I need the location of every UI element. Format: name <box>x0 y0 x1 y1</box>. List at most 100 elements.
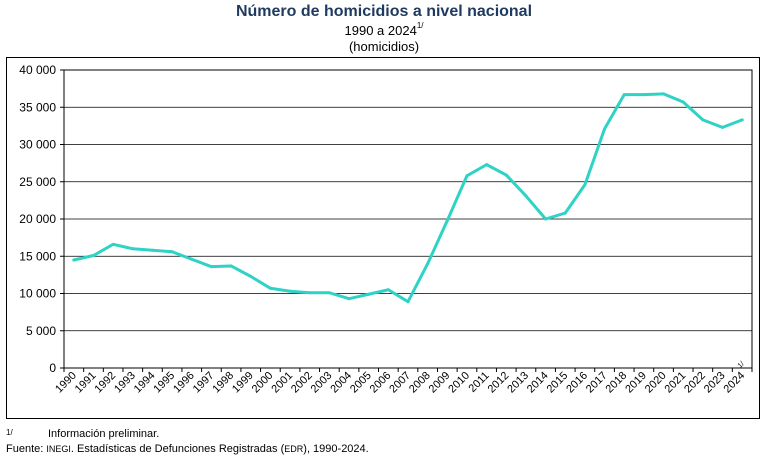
data-point <box>740 118 744 122</box>
x-tick-label: 2017 <box>584 370 610 396</box>
x-tick-label: 2020 <box>643 370 669 396</box>
footnote-text: Información preliminar. <box>48 428 160 440</box>
data-point <box>209 265 213 269</box>
data-point <box>642 93 646 97</box>
x-tick-label: 2010 <box>446 370 472 396</box>
x-tick-label: 2016 <box>564 370 590 396</box>
data-point <box>701 118 705 122</box>
footnote-marker: 1/ <box>6 428 13 437</box>
subtitle-text: 1990 a 2024 <box>344 23 417 38</box>
data-point <box>327 291 331 295</box>
x-tick-label: 1993 <box>112 370 138 396</box>
y-axis-ticks: 0 5 000 10 000 15 000 20 000 25 000 30 000 35 0… <box>19 63 64 375</box>
x-tick-label: 2002 <box>289 370 315 396</box>
data-point <box>229 264 233 268</box>
data-point <box>347 297 351 301</box>
source-mid: . Estadísticas de Defunciones Registrada… <box>70 443 285 455</box>
data-point <box>465 174 469 178</box>
chart-frame <box>6 57 760 419</box>
x-tick-label: 1990 <box>53 370 79 396</box>
x-tick-label: 2012 <box>486 370 512 396</box>
chart-unit: (homicidios) <box>348 39 420 54</box>
x-tick-label: 2009 <box>427 370 453 396</box>
y-tick-label: 30 000 <box>19 138 56 152</box>
data-point <box>190 257 194 261</box>
x-tick-label: 2008 <box>407 370 433 396</box>
plot-area <box>63 69 753 369</box>
x-tick-label: 1995 <box>151 370 177 396</box>
x-tick-label: 2013 <box>505 370 531 396</box>
x-tick-label: 2007 <box>387 370 413 396</box>
footnote: 1/Información preliminar. <box>6 428 159 440</box>
x-tick-label: 2003 <box>309 370 335 396</box>
subtitle-footnote-marker: 1/ <box>416 21 424 30</box>
data-point <box>583 183 587 187</box>
y-tick-label: 0 <box>49 361 56 375</box>
x-tick-label: 2014 <box>525 370 551 396</box>
x-tick-label: 2015 <box>545 370 571 396</box>
data-point <box>72 258 76 262</box>
data-point <box>445 218 449 222</box>
x-tick-label: 1997 <box>191 370 217 396</box>
data-point <box>308 291 312 295</box>
x-tick-label: 2018 <box>604 370 630 396</box>
x-tick-footnote-marker: 1/ <box>737 361 746 370</box>
data-point <box>111 242 115 246</box>
data-point <box>681 100 685 104</box>
data-point <box>288 289 292 293</box>
x-tick-label: 2004 <box>328 370 354 396</box>
x-tick-label: 1999 <box>230 370 256 396</box>
y-tick-label: 5 000 <box>26 324 56 338</box>
y-tick-label: 20 000 <box>19 212 56 226</box>
data-point <box>170 250 174 254</box>
chart-title: Número de homicidios a nivel nacional <box>235 3 533 20</box>
data-point <box>268 286 272 290</box>
x-tick-label: 1998 <box>210 370 236 396</box>
source-end: ), 1990-2024. <box>303 443 369 455</box>
y-tick-label: 15 000 <box>19 249 56 263</box>
x-tick-label: 1996 <box>171 370 197 396</box>
data-point <box>721 125 725 129</box>
y-tick-label: 40 000 <box>19 63 56 77</box>
y-tick-label: 35 000 <box>19 100 56 114</box>
x-tick-label: 2021 <box>663 370 689 396</box>
data-point <box>386 288 390 292</box>
data-point <box>131 247 135 251</box>
source-abbr: EDR <box>284 444 304 454</box>
data-point <box>504 173 508 177</box>
x-tick-label: 1991 <box>73 370 99 396</box>
x-tick-label: 2024 <box>721 370 747 396</box>
y-tick-label: 25 000 <box>19 175 56 189</box>
y-tick-label: 10 000 <box>19 287 56 301</box>
data-point <box>249 274 253 278</box>
x-tick-label: 2019 <box>623 370 649 396</box>
source-note: Fuente: INEGI. Estadísticas de Defuncion… <box>6 443 369 455</box>
series-layer <box>72 92 744 304</box>
data-point <box>622 93 626 97</box>
data-point <box>367 292 371 296</box>
x-tick-label: 2022 <box>682 370 708 396</box>
data-point <box>544 217 548 221</box>
line-chart: 0 5 000 10 000 15 000 20 000 25 000 30 000 35 0… <box>19 63 753 396</box>
data-point <box>485 163 489 167</box>
data-point <box>91 254 95 258</box>
data-point <box>406 300 410 304</box>
data-point <box>426 262 430 266</box>
x-tick-label: 1994 <box>132 370 158 396</box>
data-point <box>524 194 528 198</box>
source-org: INEGI <box>46 444 71 454</box>
data-point <box>603 127 607 131</box>
data-point <box>662 92 666 96</box>
x-tick-label: 2023 <box>702 370 728 396</box>
x-tick-label: 2006 <box>368 370 394 396</box>
chart-subtitle: 1990 a 20241/ <box>0 21 768 38</box>
x-tick-label: 2000 <box>250 370 276 396</box>
source-prefix: Fuente: <box>6 443 47 455</box>
data-point <box>150 248 154 252</box>
series-line <box>72 92 744 304</box>
x-axis-ticks: 1990199119921993199419951996199719981999… <box>53 361 753 396</box>
gridlines <box>64 69 752 369</box>
x-tick-label: 1992 <box>92 370 118 396</box>
x-tick-label: 2005 <box>348 370 374 396</box>
data-point <box>563 211 567 215</box>
